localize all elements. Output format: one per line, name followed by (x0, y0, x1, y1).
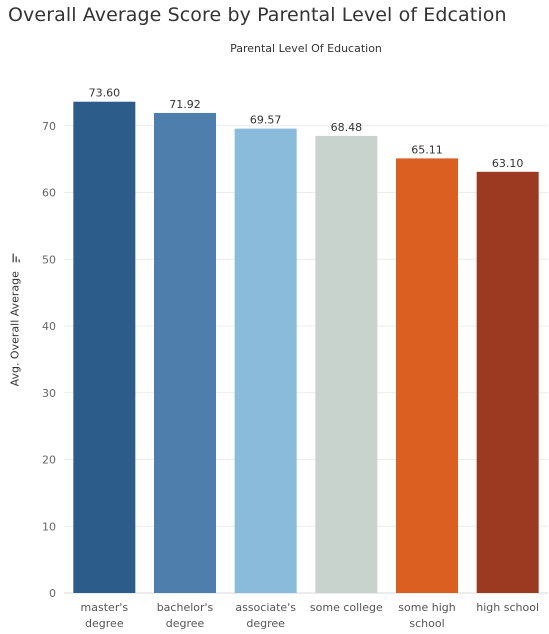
y-tick-label: 20 (42, 454, 56, 467)
data-label: 69.57 (250, 114, 282, 127)
y-tick-label: 60 (42, 187, 56, 200)
y-tick-label: 50 (42, 253, 56, 266)
x-tick-label: degree (85, 617, 124, 630)
y-tick-label: 40 (42, 320, 56, 333)
x-tick-label: bachelor's (157, 601, 214, 614)
bar (154, 112, 216, 594)
data-label: 65.11 (411, 143, 443, 156)
x-tick-label: degree (166, 617, 205, 630)
sort-descending-icon[interactable] (11, 253, 20, 263)
chart-title: Overall Average Score by Parental Level … (8, 4, 507, 26)
data-label: 68.48 (331, 121, 363, 134)
bar (396, 158, 458, 593)
y-axis-title: Avg. Overall Average (9, 253, 22, 386)
bar (315, 135, 378, 593)
data-label: 63.10 (492, 157, 524, 170)
y-tick-label: 0 (49, 587, 56, 600)
x-tick-label: some college (310, 601, 383, 614)
y-tick-label: 70 (42, 120, 56, 133)
y-tick-label: 10 (42, 520, 56, 533)
x-tick-label: degree (246, 617, 285, 630)
bar (73, 101, 136, 593)
column-header: Parental Level Of Education (230, 42, 382, 55)
x-tick-label: high school (476, 601, 539, 614)
y-axis-title-area: Avg. Overall Average (0, 250, 30, 390)
bar (234, 128, 297, 594)
x-tick-label: some high (398, 601, 455, 614)
y-tick-label: 30 (42, 387, 56, 400)
x-tick-label: master's (81, 601, 129, 614)
data-label: 73.60 (89, 87, 121, 100)
x-tick-label: associate's (235, 601, 296, 614)
x-tick-label: school (409, 617, 444, 630)
data-label: 71.92 (169, 98, 201, 111)
bar (476, 171, 539, 593)
